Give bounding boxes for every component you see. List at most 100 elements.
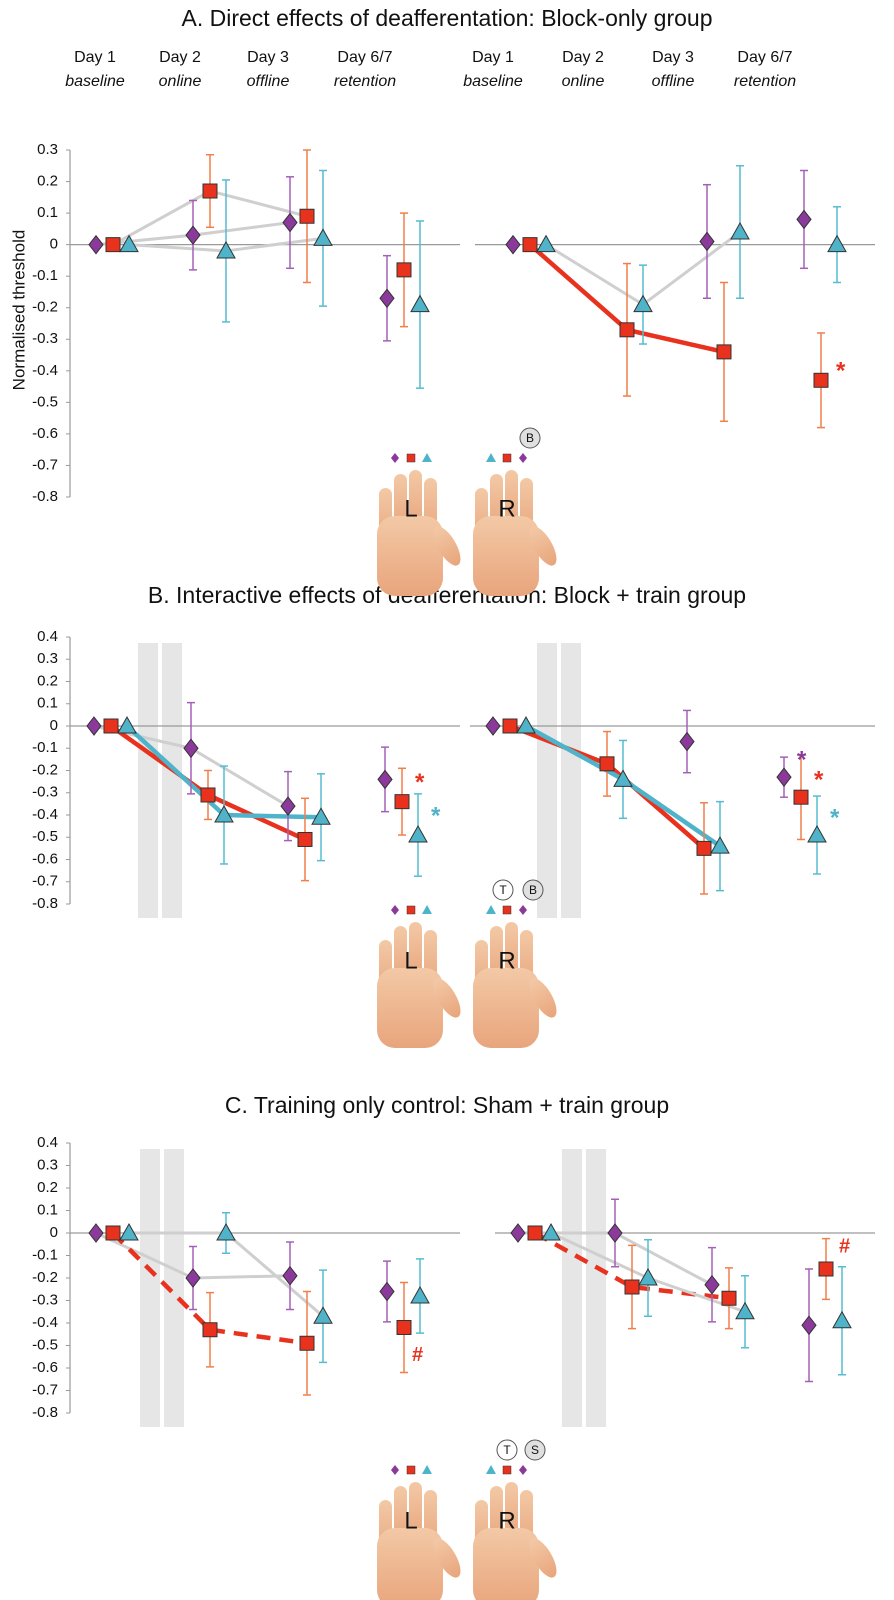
palm [473, 516, 539, 596]
square-marker [503, 719, 517, 733]
y-tick-label: 0.2 [37, 672, 58, 689]
triangle-marker [808, 826, 826, 842]
hand [473, 470, 562, 596]
y-tick-label: -0.6 [32, 1359, 58, 1376]
digit-marker [503, 1466, 511, 1474]
significance-mark: * [415, 769, 425, 796]
square-marker [104, 719, 118, 733]
y-tick-label: 0.4 [37, 1134, 58, 1151]
training-band [586, 1149, 606, 1427]
phase-label: retention [334, 73, 396, 90]
y-tick-label: -0.4 [32, 806, 58, 823]
y-tick-label: -0.1 [32, 1246, 58, 1263]
y-tick-label: 0.3 [37, 1156, 58, 1173]
training-band [162, 643, 182, 918]
training-band [561, 643, 581, 918]
y-tick-label: -0.7 [32, 456, 58, 473]
square-marker [106, 1226, 120, 1240]
y-tick-label: 0 [50, 717, 58, 734]
y-tick-label: -0.3 [32, 784, 58, 801]
significance-mark: * [836, 358, 846, 385]
hand-label: R [498, 495, 515, 522]
y-tick-label: 0.1 [37, 695, 58, 712]
palm [473, 1528, 539, 1600]
phase-label: online [159, 73, 202, 90]
y-tick-label: -0.1 [32, 739, 58, 756]
digit-marker [391, 905, 399, 915]
y-tick-label: 0.1 [37, 1201, 58, 1218]
digit-marker [503, 906, 511, 914]
triangle-marker [634, 296, 652, 312]
square-marker [397, 1321, 411, 1335]
y-tick-label: 0.1 [37, 204, 58, 221]
significance-mark: # [412, 1344, 423, 1366]
square-marker [201, 788, 215, 802]
diamond-marker [87, 717, 101, 735]
y-tick-label: -0.4 [32, 1314, 58, 1331]
digit-marker [391, 453, 399, 463]
day-label: Day 1 [472, 49, 514, 66]
y-tick-label: 0.2 [37, 173, 58, 190]
triangle-marker [411, 1287, 429, 1303]
hand [377, 922, 466, 1048]
training-band [138, 643, 158, 918]
y-tick-label: -0.6 [32, 425, 58, 442]
square-marker [625, 1280, 639, 1294]
digit-marker [407, 906, 415, 914]
palm [377, 968, 443, 1048]
diamond-marker [608, 1224, 622, 1242]
diamond-marker [380, 289, 394, 307]
day-label: Day 1 [74, 49, 116, 66]
square-marker [397, 263, 411, 277]
diamond-marker [186, 226, 200, 244]
y-tick-label: 0.2 [37, 1179, 58, 1196]
digit-marker [486, 905, 496, 914]
y-tick-label: -0.7 [32, 873, 58, 890]
day-label: Day 2 [562, 49, 604, 66]
diamond-marker [380, 1283, 394, 1301]
y-tick-label: -0.7 [32, 1381, 58, 1398]
square-marker [300, 1336, 314, 1350]
y-tick-label: -0.5 [32, 828, 58, 845]
square-marker [395, 795, 409, 809]
significance-mark: # [839, 1235, 850, 1257]
triangle-marker [314, 229, 332, 245]
hand [473, 1482, 562, 1600]
digit-marker [391, 1465, 399, 1475]
triangle-marker [118, 717, 136, 733]
y-tick-label: -0.2 [32, 761, 58, 778]
y-tick-label: -0.8 [32, 1404, 58, 1421]
badge-label: T [503, 1443, 511, 1457]
diamond-marker [511, 1224, 525, 1242]
significance-mark: * [431, 802, 441, 829]
digit-marker [503, 454, 511, 462]
square-marker [203, 1323, 217, 1337]
figure: A. Direct effects of deafferentation: Bl… [0, 0, 894, 1600]
y-tick-label: -0.8 [32, 488, 58, 505]
digit-marker [519, 1465, 527, 1475]
digit-marker [486, 1465, 496, 1474]
panel-title: C. Training only control: Sham + train g… [225, 1092, 669, 1118]
badge-label: S [531, 1443, 539, 1457]
diamond-marker [184, 739, 198, 757]
digit-marker [486, 453, 496, 462]
phase-label: offline [247, 73, 290, 90]
significance-mark: * [814, 767, 824, 794]
phase-label: online [562, 73, 605, 90]
diamond-marker [680, 733, 694, 751]
square-marker [523, 238, 537, 252]
day-label: Day 2 [159, 49, 201, 66]
diamond-marker [802, 1316, 816, 1334]
y-tick-label: 0.3 [37, 141, 58, 158]
square-marker [794, 790, 808, 804]
triangle-marker [411, 296, 429, 312]
diamond-marker [506, 236, 520, 254]
training-band [562, 1149, 582, 1427]
y-tick-label: 0 [50, 1224, 58, 1241]
square-marker [717, 345, 731, 359]
hand [473, 922, 562, 1048]
badge-label: B [529, 883, 537, 897]
square-marker [528, 1226, 542, 1240]
square-marker [600, 757, 614, 771]
digit-marker [407, 1466, 415, 1474]
